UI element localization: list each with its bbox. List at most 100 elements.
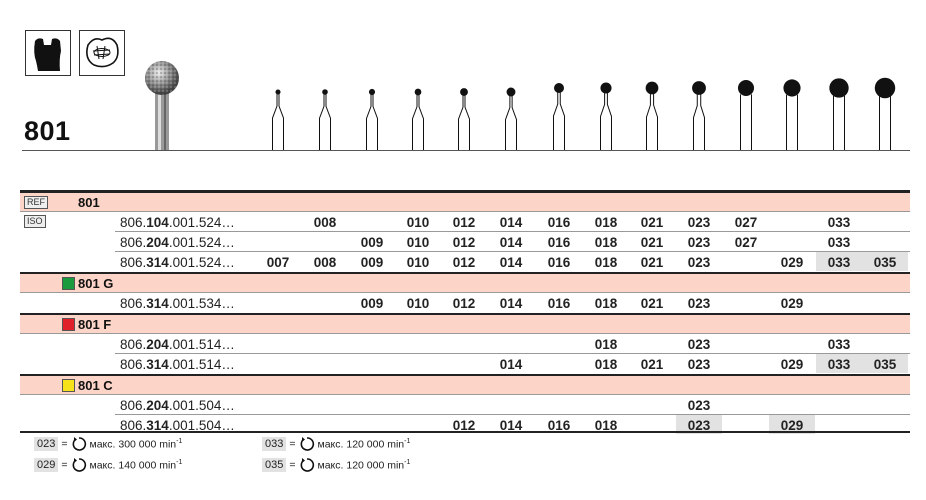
catalog-number: 806.204.001.514…: [120, 337, 235, 352]
color-code-square: [62, 379, 75, 392]
size-cell-009: 009: [360, 255, 384, 270]
table-row: 806.314.001.534… 009 010 012 014 016 018 021 023…: [20, 293, 910, 313]
catalog-number: 806.314.001.504…: [120, 418, 235, 433]
color-code-square: [62, 318, 75, 331]
bur-drawing-035: [874, 77, 896, 150]
catalog-number: 806.104.001.524…: [120, 215, 235, 230]
rotation-speed-icon: [300, 458, 314, 472]
size-cell-021: 021: [640, 255, 664, 270]
size-cell-021: 021: [640, 235, 664, 250]
group-label: 801 F: [78, 317, 112, 332]
size-cell-023: 023: [687, 337, 711, 352]
size-cell-027: 027: [734, 215, 758, 230]
size-cell-021: 021: [640, 296, 664, 311]
bur-drawing-012: [458, 88, 470, 150]
bur-drawing-016: [553, 83, 565, 150]
rotation-speed-icon: [300, 437, 314, 451]
size-cell-029: 029: [780, 255, 804, 270]
size-cell-014: 014: [499, 357, 523, 372]
size-cell-016: 016: [547, 215, 571, 230]
size-cell-012: 012: [452, 215, 476, 230]
size-cell-033: 033: [827, 215, 851, 230]
rotation-speed-icon: [72, 437, 86, 451]
rotation-speed-icon: [72, 458, 86, 472]
size-cell-018: 018: [594, 215, 618, 230]
group-header: 801 F: [20, 313, 910, 334]
legend-key: 035: [262, 458, 287, 472]
size-cell-010: 010: [406, 215, 430, 230]
catalog-number: 806.204.001.504…: [120, 398, 235, 413]
legend-text: макс. 120 000 min-1: [317, 437, 411, 451]
size-cell-016: 016: [547, 235, 571, 250]
size-cell-018: 018: [594, 357, 618, 372]
size-cell-009: 009: [360, 296, 384, 311]
size-cell-029: 029: [780, 296, 804, 311]
size-cell-016: 016: [547, 418, 571, 433]
bur-illustrations: [145, 61, 896, 150]
table-row: 806.204.001.504… 023: [20, 395, 910, 415]
size-cell-014: 014: [499, 255, 523, 270]
table-row: 806.204.001.514… 018 023 033: [20, 334, 910, 354]
size-cell-027: 027: [734, 235, 758, 250]
size-cell-033: 033: [816, 252, 862, 271]
size-cell-021: 021: [640, 357, 664, 372]
size-cell-010: 010: [406, 235, 430, 250]
catalog-number: 806.204.001.524…: [120, 235, 235, 250]
size-cell-007: 007: [266, 255, 290, 270]
color-code-square: [62, 277, 75, 290]
bur-drawing-021: [645, 81, 659, 150]
size-cell-008: 008: [313, 255, 337, 270]
equals-sign: =: [289, 459, 296, 471]
size-cell-021: 021: [640, 215, 664, 230]
size-cell-014: 014: [499, 235, 523, 250]
legend-item: 023 = макс. 300 000 min-1: [34, 436, 182, 452]
table-row: 806.314.001.524… 007 008 009 010 012 014 016 018…: [20, 252, 910, 272]
size-cell-010: 010: [406, 255, 430, 270]
size-cell-023: 023: [687, 215, 711, 230]
tooth-crown-preparation-icon: [25, 30, 71, 76]
bur-drawing-027: [737, 79, 755, 150]
table-row: ISO 806.104.001.524… 008 010 012 014 016 018 021…: [20, 212, 910, 232]
size-cell-014: 014: [499, 418, 523, 433]
bur-drawing-014: [505, 87, 517, 150]
occlusal-cavity-icon: [79, 30, 125, 76]
size-cell-012: 012: [452, 418, 476, 433]
divider: [22, 150, 910, 151]
legend-key: 023: [34, 437, 59, 451]
size-cell-023: 023: [687, 357, 711, 372]
equals-sign: =: [61, 438, 68, 450]
product-title: 801: [24, 116, 71, 146]
group-header: 801 G: [20, 272, 910, 293]
group-label: 801: [78, 195, 100, 210]
group-label: 801 G: [78, 276, 114, 291]
legend-text: макс. 140 000 min-1: [89, 458, 183, 472]
size-cell-014: 014: [499, 215, 523, 230]
legend-key: 029: [34, 458, 59, 472]
size-cell-035: 035: [862, 354, 908, 373]
bur-drawing-029: [783, 79, 801, 150]
group-label: 801 C: [78, 378, 113, 393]
size-cell-023: 023: [687, 235, 711, 250]
table-row: 806.314.001.514… 014 018 021 023 029 033 035: [20, 354, 910, 374]
legend-item: 035 = макс. 120 000 min-1: [262, 457, 410, 473]
size-cell-012: 012: [452, 235, 476, 250]
divider: [20, 431, 910, 433]
legend-text: макс. 120 000 min-1: [317, 458, 411, 472]
catalog-number: 806.314.001.534…: [120, 296, 235, 311]
size-cell-016: 016: [547, 255, 571, 270]
size-cell-018: 018: [594, 255, 618, 270]
product-table: REF 801 ISO 806.104.001.524… 008 010 012 014 016…: [20, 190, 910, 435]
size-cell-016: 016: [547, 296, 571, 311]
legend-item: 029 = макс. 140 000 min-1: [34, 457, 182, 473]
size-cell-035: 035: [862, 252, 908, 271]
ref-badge: REF: [24, 196, 48, 209]
bur-drawing-009: [366, 88, 378, 150]
group-header: REF 801: [20, 190, 910, 212]
size-cell-010: 010: [406, 296, 430, 311]
equals-sign: =: [289, 438, 296, 450]
size-cell-018: 018: [594, 418, 618, 433]
size-cell-023: 023: [687, 398, 711, 413]
size-cell-018: 018: [594, 296, 618, 311]
legend-text: макс. 300 000 min-1: [89, 437, 183, 451]
bur-drawing-018: [600, 82, 612, 150]
